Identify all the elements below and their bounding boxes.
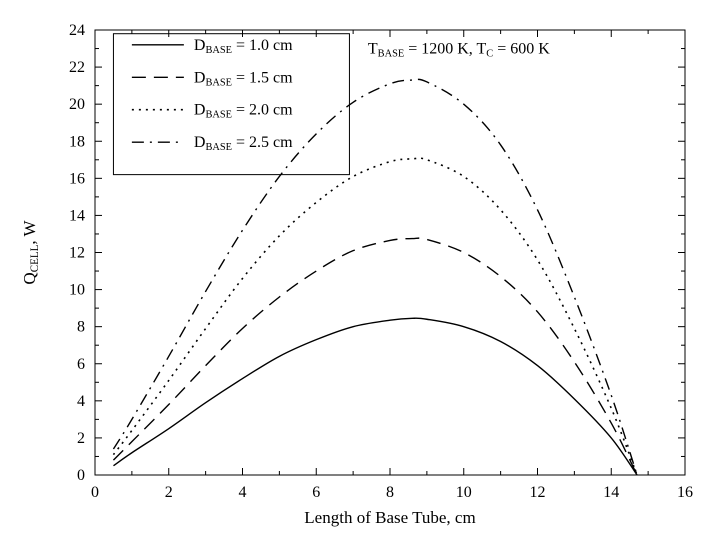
- y-tick-label: 20: [69, 96, 85, 113]
- x-tick-label: 0: [91, 484, 99, 501]
- y-tick-label: 24: [69, 22, 85, 39]
- y-tick-label: 4: [77, 393, 85, 410]
- y-tick-label: 0: [77, 467, 85, 484]
- x-tick-label: 16: [677, 484, 693, 501]
- x-tick-label: 6: [312, 484, 320, 501]
- x-tick-label: 2: [165, 484, 173, 501]
- y-tick-label: 2: [77, 430, 85, 447]
- x-tick-label: 10: [456, 484, 472, 501]
- y-tick-label: 18: [69, 133, 85, 150]
- y-tick-label: 6: [77, 356, 85, 373]
- y-tick-label: 22: [69, 59, 85, 76]
- x-axis-label: Length of Base Tube, cm: [304, 508, 475, 527]
- x-tick-label: 8: [386, 484, 394, 501]
- x-tick-label: 12: [530, 484, 546, 501]
- x-tick-label: 14: [603, 484, 619, 501]
- x-tick-label: 4: [239, 484, 247, 501]
- y-tick-label: 14: [69, 207, 85, 224]
- y-tick-label: 16: [69, 170, 85, 187]
- qcell-vs-length-chart: 0246810121416Length of Base Tube, cm0246…: [0, 0, 725, 547]
- y-tick-label: 12: [69, 245, 85, 262]
- y-tick-label: 8: [77, 319, 85, 336]
- y-tick-label: 10: [69, 282, 85, 299]
